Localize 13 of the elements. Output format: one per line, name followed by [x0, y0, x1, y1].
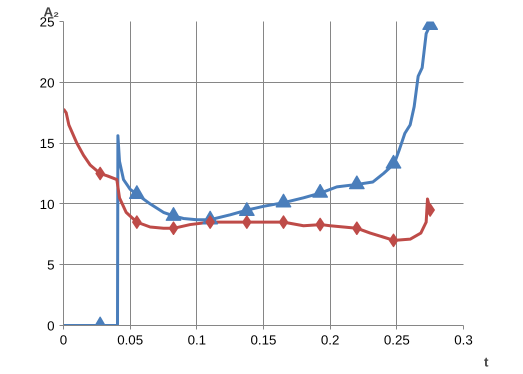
x-axis-title: t	[484, 354, 490, 370]
x-tick-label: 0.3	[454, 332, 473, 348]
y-tick-label: 10	[40, 196, 55, 212]
x-tick-label: 0.1	[188, 332, 206, 348]
y-tick-label: 0	[47, 318, 55, 334]
y-tick-label: 5	[47, 258, 55, 273]
x-tick-label: 0.15	[250, 332, 276, 348]
x-tick-label: 0.25	[384, 332, 410, 348]
y-tick-label: 20	[40, 75, 55, 90]
x-tick-label: 0	[60, 332, 68, 348]
x-tick-label: 0.05	[117, 332, 144, 348]
y-tick-label: 15	[40, 136, 55, 152]
x-tick-label: 0.2	[320, 332, 340, 348]
